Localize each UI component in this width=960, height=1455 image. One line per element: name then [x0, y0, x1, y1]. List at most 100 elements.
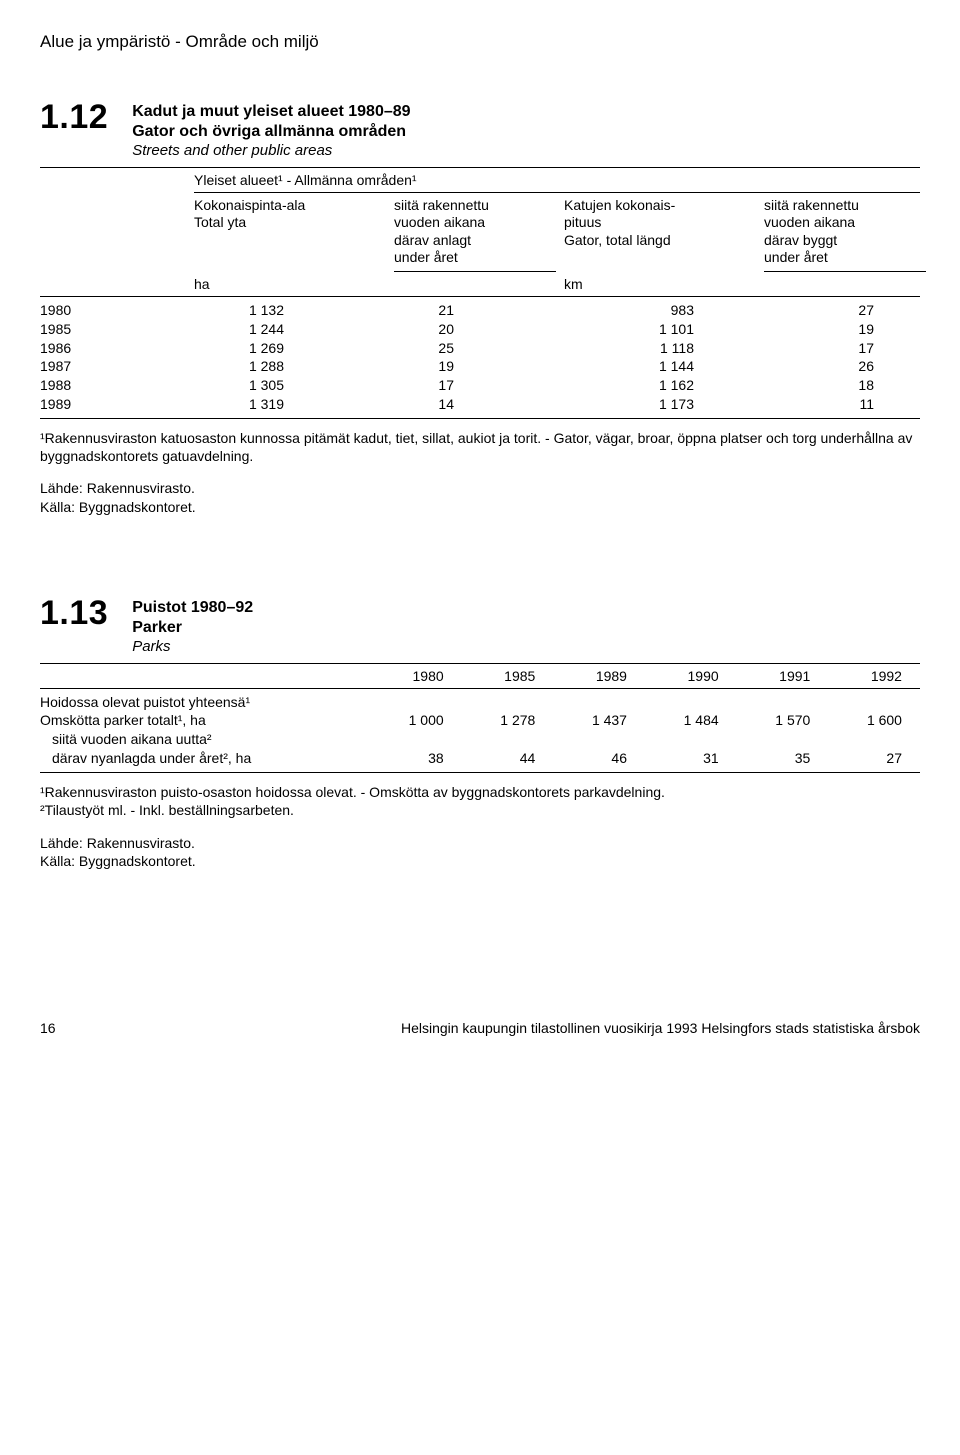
footnote-line: ²Tilaustyöt ml. - Inkl. beställningsarbe…: [40, 801, 920, 819]
data-cell: 17: [734, 339, 914, 358]
data-cell: 35: [737, 749, 829, 768]
data-cell: [828, 730, 920, 749]
year-cell: 1987: [40, 357, 150, 376]
section-title-fi: Kadut ja muut yleiset alueet 1980–89: [132, 102, 410, 122]
data-cell: 44: [462, 749, 554, 768]
data-cell: 1 600: [828, 711, 920, 730]
year-header: 1990: [645, 668, 737, 684]
data-cell: 1 570: [737, 711, 829, 730]
data-cell: [370, 693, 462, 712]
data-cell: 1 269: [150, 339, 324, 358]
data-cell: 17: [324, 376, 494, 395]
data-cell: [737, 730, 829, 749]
data-cell: [370, 730, 462, 749]
col-header: under året: [394, 249, 556, 267]
col-header: under året: [764, 249, 926, 267]
data-cell: 46: [553, 749, 645, 768]
col-header: Total yta: [194, 214, 386, 232]
col-header: pituus: [564, 214, 756, 232]
data-cell: [553, 693, 645, 712]
book-title: Helsingin kaupungin tilastollinen vuosik…: [401, 1020, 920, 1036]
table-row: 19881 305171 16218: [40, 376, 920, 395]
table-row: Hoidossa olevat puistot yhteensä¹: [40, 693, 920, 712]
row-label: därav nyanlagda under året², ha: [40, 749, 370, 768]
col-header: siitä rakennettu: [764, 197, 926, 215]
data-cell: 31: [645, 749, 737, 768]
unit-row: ha km: [40, 276, 920, 292]
data-cell: 1 118: [494, 339, 734, 358]
source-line: Lähde: Rakennusvirasto.: [40, 479, 920, 497]
source-line: Källa: Byggnadskontoret.: [40, 498, 920, 516]
data-cell: 1 288: [150, 357, 324, 376]
source-line: Lähde: Rakennusvirasto.: [40, 834, 920, 852]
section-113: 1.13 Puistot 1980–92 Parker Parks 198019…: [40, 596, 920, 870]
data-cell: [462, 730, 554, 749]
section-title-en: Streets and other public areas: [132, 142, 410, 161]
data-cell: [553, 730, 645, 749]
section-title-sv: Parker: [132, 618, 253, 638]
table-row: 19851 244201 10119: [40, 320, 920, 339]
section-title-sv: Gator och övriga allmänna områden: [132, 122, 410, 142]
row-label: Hoidossa olevat puistot yhteensä¹: [40, 693, 370, 712]
footnote: ¹Rakennusviraston puisto-osaston hoidoss…: [40, 783, 920, 819]
table-row: därav nyanlagda under året², ha384446313…: [40, 749, 920, 768]
rule: [40, 688, 920, 689]
data-cell: 38: [370, 749, 462, 768]
rule: [40, 296, 920, 297]
footnote-line: ¹Rakennusviraston puisto-osaston hoidoss…: [40, 783, 920, 801]
data-cell: 21: [324, 301, 494, 320]
data-cell: 983: [494, 301, 734, 320]
data-cell: [645, 693, 737, 712]
rule: [40, 772, 920, 773]
year-cell: 1986: [40, 339, 150, 358]
data-cell: 1 101: [494, 320, 734, 339]
data-cell: 27: [828, 749, 920, 768]
col-header: vuoden aikana: [764, 214, 926, 232]
data-cell: [462, 693, 554, 712]
col-header: Gator, total längd: [564, 232, 756, 250]
section-number: 1.13: [40, 596, 108, 630]
section-title-fi: Puistot 1980–92: [132, 598, 253, 618]
data-cell: 1 278: [462, 711, 554, 730]
table-row: 19871 288191 14426: [40, 357, 920, 376]
col-header: därav anlagt: [394, 232, 556, 250]
data-cell: 1 305: [150, 376, 324, 395]
data-cell: 1 162: [494, 376, 734, 395]
year-cell: 1980: [40, 301, 150, 320]
data-cell: 19: [324, 357, 494, 376]
data-cell: [645, 730, 737, 749]
data-cell: 1 484: [645, 711, 737, 730]
page-header: Alue ja ympäristö - Område och miljö: [40, 32, 920, 52]
data-cell: 1 144: [494, 357, 734, 376]
source-line: Källa: Byggnadskontoret.: [40, 852, 920, 870]
row-label: siitä vuoden aikana uutta²: [40, 730, 370, 749]
year-header: 1992: [828, 668, 920, 684]
table-subheading: Yleiset alueet¹ - Allmänna områden¹: [40, 172, 920, 188]
section-number: 1.12: [40, 100, 108, 134]
page-footer: 16 Helsingin kaupungin tilastollinen vuo…: [40, 1020, 920, 1036]
data-cell: [737, 693, 829, 712]
table-row: Omskötta parker totalt¹, ha1 0001 2781 4…: [40, 711, 920, 730]
data-cell: 19: [734, 320, 914, 339]
year-cell: 1985: [40, 320, 150, 339]
data-cell: 14: [324, 395, 494, 414]
data-cell: 1 244: [150, 320, 324, 339]
data-cell: 26: [734, 357, 914, 376]
rule: [40, 167, 920, 168]
col-header: vuoden aikana: [394, 214, 556, 232]
year-header: 1991: [737, 668, 829, 684]
col-header: därav byggt: [764, 232, 926, 250]
year-cell: 1988: [40, 376, 150, 395]
year-cell: 1989: [40, 395, 150, 414]
year-header: 1980: [370, 668, 462, 684]
data-cell: 1 132: [150, 301, 324, 320]
data-cell: 25: [324, 339, 494, 358]
data-cell: 1 437: [553, 711, 645, 730]
rule: [40, 663, 920, 664]
unit-label: km: [564, 276, 764, 292]
table-header-row: Kokonaispinta-ala Total yta siitä rakenn…: [40, 197, 920, 272]
table-row: 19891 319141 17311: [40, 395, 920, 414]
table-body: Hoidossa olevat puistot yhteensä¹Omskött…: [40, 693, 920, 769]
data-cell: 1 000: [370, 711, 462, 730]
section-112: 1.12 Kadut ja muut yleiset alueet 1980–8…: [40, 100, 920, 516]
